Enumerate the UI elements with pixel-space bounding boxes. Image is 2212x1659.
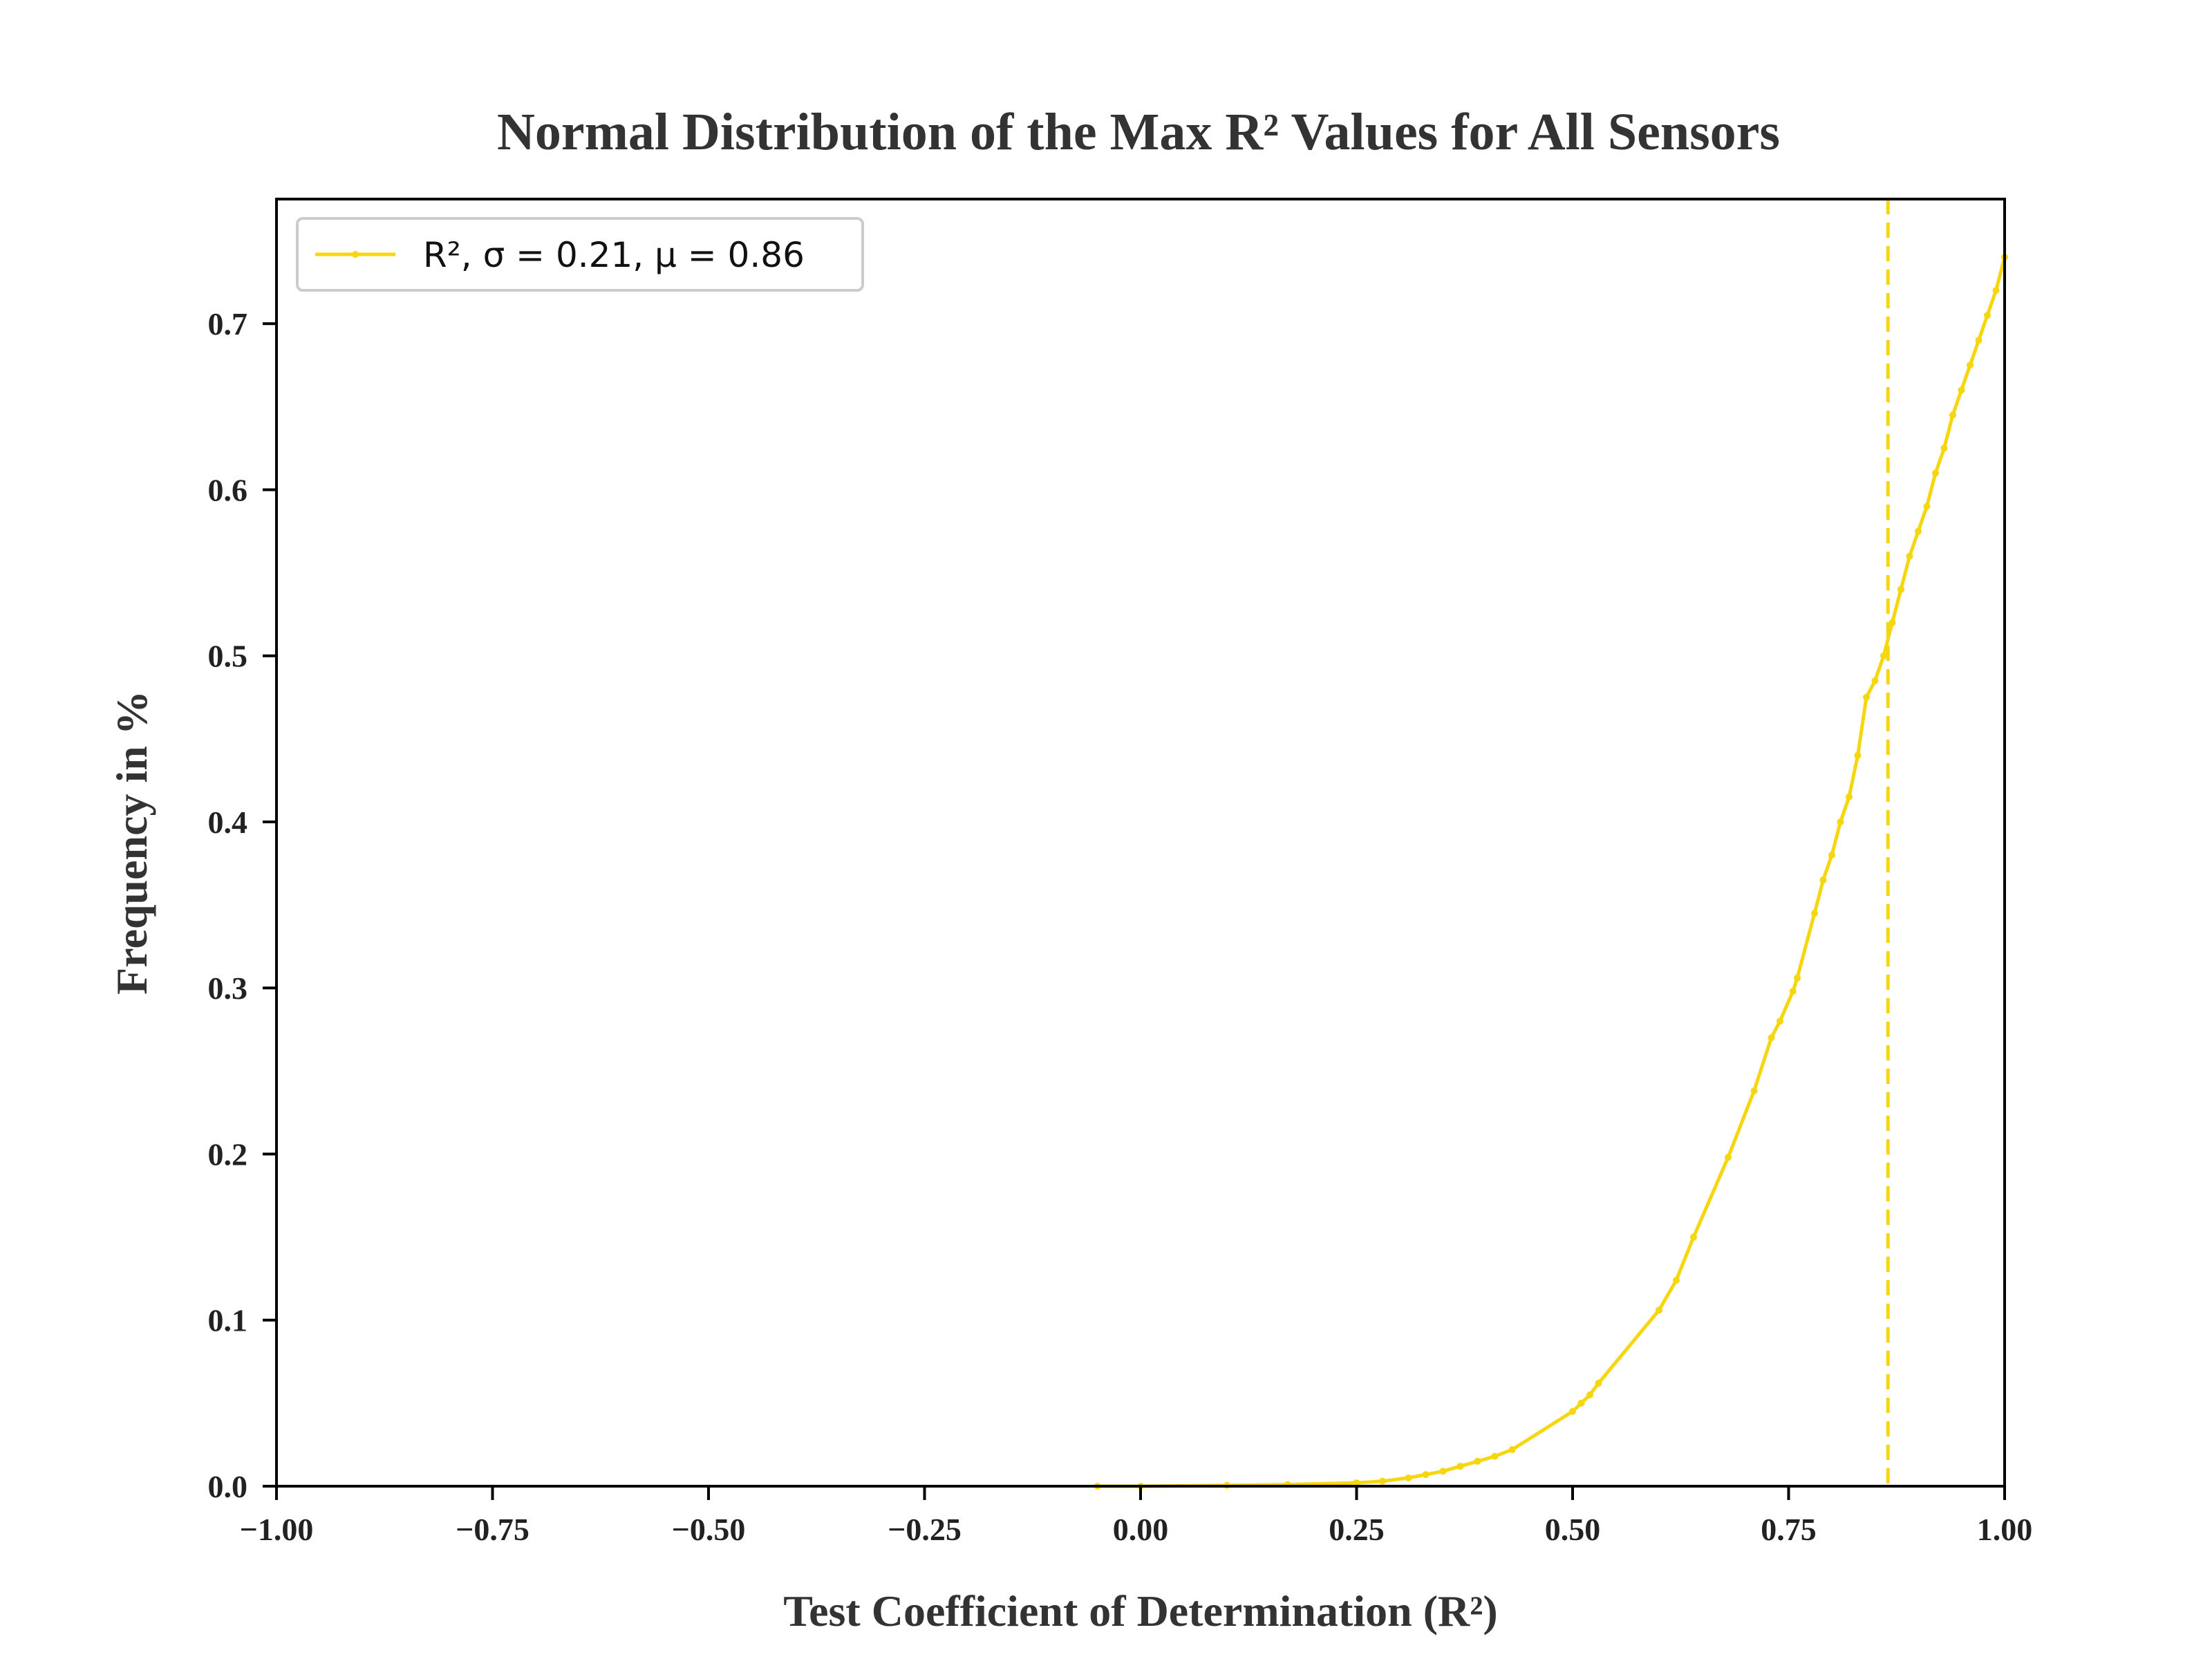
data-point [1863, 693, 1870, 701]
data-point [1906, 552, 1913, 560]
data-point [1846, 793, 1853, 800]
data-point [1577, 1399, 1585, 1407]
y-tick-label: 0.3 [208, 971, 248, 1006]
data-point [1474, 1457, 1481, 1465]
x-axis: −1.00 −0.75 −0.50 −0.25 0.00 0.25 0.50 0.75 1.00 [240, 1486, 2033, 1547]
x-tick-label: 0.50 [1545, 1512, 1601, 1547]
data-point [1915, 527, 1922, 535]
data-point [1777, 1018, 1783, 1025]
data-point [1828, 852, 1835, 859]
data-point [1353, 1479, 1360, 1487]
y-tick-label: 0.4 [208, 805, 248, 840]
data-point [1984, 312, 1991, 319]
data-point [1656, 1306, 1662, 1314]
data-point [1854, 751, 1862, 759]
data-point [1768, 1034, 1775, 1042]
y-axis-label: Frequency in % [107, 691, 156, 995]
x-tick-label: −0.25 [888, 1512, 962, 1547]
data-point [1569, 1407, 1576, 1415]
legend-entry-label: R², σ = 0.21, μ = 0.86 [423, 235, 805, 275]
data-point [1837, 818, 1844, 825]
x-tick-label: 0.25 [1329, 1512, 1385, 1547]
chart-title: Normal Distribution of the Max R² Values… [497, 103, 1780, 161]
data-point [1880, 652, 1887, 659]
data-point [1811, 910, 1818, 917]
legend: R², σ = 0.21, μ = 0.86 [296, 217, 864, 292]
x-axis-label: Test Coefficient of Determination (R²) [783, 1586, 1497, 1635]
legend-box [296, 217, 864, 292]
data-point [1491, 1452, 1499, 1460]
legend-marker-sample [352, 251, 359, 258]
y-tick-label: 0.5 [208, 639, 248, 674]
data-point [1923, 503, 1931, 510]
data-point [1897, 585, 1904, 593]
data-point [1992, 287, 2000, 294]
data-point [1871, 677, 1879, 684]
y-tick-label: 0.7 [208, 306, 248, 341]
data-point [1932, 469, 1939, 477]
data-point [1673, 1277, 1680, 1284]
y-axis: 0.0 0.1 0.2 0.3 0.4 0.5 0.6 0.7 [208, 306, 276, 1504]
x-tick-label: −1.00 [240, 1512, 314, 1547]
data-point [1975, 337, 1983, 344]
data-point [1508, 1446, 1516, 1454]
series-layer [1094, 254, 2008, 1490]
plot-area [276, 199, 2005, 1486]
data-point [1949, 411, 1956, 419]
data-point [1750, 1087, 1758, 1095]
x-tick-label: 0.00 [1113, 1512, 1169, 1547]
data-point [1725, 1154, 1732, 1161]
data-point [1456, 1463, 1464, 1470]
x-tick-label: −0.50 [672, 1512, 746, 1547]
data-point [1405, 1474, 1412, 1481]
data-point [1794, 974, 1801, 982]
y-tick-label: 0.1 [208, 1303, 248, 1338]
data-point [1422, 1471, 1430, 1479]
data-point [1967, 362, 1974, 369]
data-point [1379, 1477, 1386, 1485]
data-point [1819, 877, 1827, 884]
data-point [1595, 1380, 1602, 1387]
y-tick-label: 0.6 [208, 472, 248, 507]
data-point [1690, 1233, 1697, 1241]
x-tick-label: 1.00 [1977, 1512, 2033, 1547]
x-tick-label: −0.75 [456, 1512, 529, 1547]
data-point [1586, 1391, 1593, 1398]
data-point [1789, 988, 1797, 995]
data-point [1940, 444, 1948, 452]
data-point [1958, 386, 1965, 394]
y-tick-label: 0.0 [208, 1469, 248, 1504]
y-tick-label: 0.2 [208, 1136, 248, 1172]
data-point [1888, 619, 1896, 626]
data-point [1439, 1468, 1447, 1475]
x-tick-label: 0.75 [1761, 1512, 1817, 1547]
